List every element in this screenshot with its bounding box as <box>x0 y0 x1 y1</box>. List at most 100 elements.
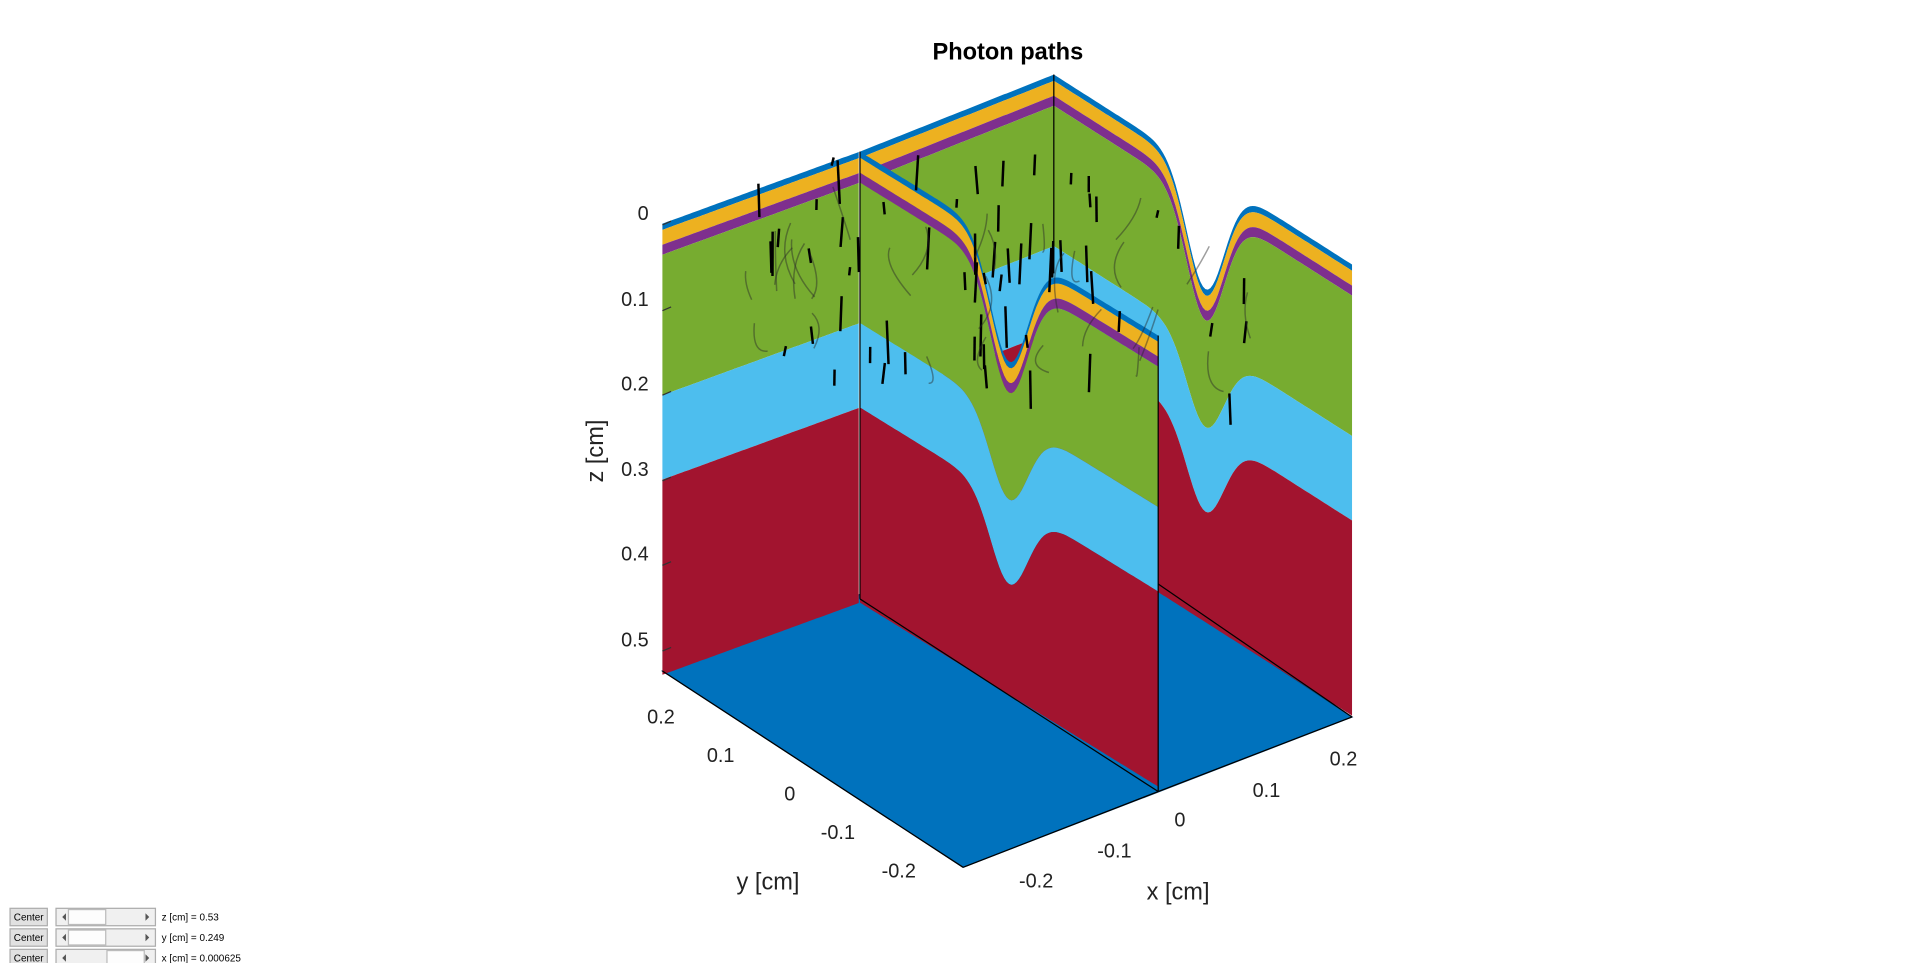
slice-label: x [cm] = 0.000625 <box>162 953 242 963</box>
photon-path <box>1087 353 1092 393</box>
photon-path <box>983 365 989 389</box>
x-tick-label: 0 <box>1174 810 1185 832</box>
photon-path <box>925 356 934 384</box>
tissue-layer <box>662 323 859 480</box>
photon-path <box>1155 209 1160 219</box>
tissue-layer <box>859 80 1054 173</box>
photon-path <box>830 157 835 167</box>
z-axis-label: z [cm] <box>583 420 609 483</box>
photon-path <box>882 201 886 215</box>
photon-path <box>911 226 929 276</box>
photon-path <box>925 227 931 270</box>
photon-path <box>978 275 993 330</box>
photon-path <box>832 186 851 240</box>
photon-path <box>979 314 983 357</box>
tissue-layer <box>1053 80 1353 311</box>
tissue-layer <box>662 173 859 255</box>
x-axis-label: x [cm] <box>1147 880 1210 906</box>
y-tick-label: -0.1 <box>821 822 855 844</box>
tissue-layer <box>859 182 1159 508</box>
y-tick-label: 0.2 <box>647 706 675 728</box>
photon-path <box>1053 252 1065 313</box>
photon-path <box>1042 223 1046 253</box>
photon-path <box>757 183 761 218</box>
z-tick <box>662 561 672 566</box>
photon-path <box>963 272 967 291</box>
center-button[interactable] <box>9 928 48 947</box>
slider-thumb[interactable] <box>67 908 107 926</box>
y-tick-label: 0 <box>784 784 795 806</box>
photon-path <box>847 266 852 276</box>
photon-path <box>1032 154 1037 176</box>
tissue-layer <box>859 157 1159 384</box>
photon-path <box>1088 193 1092 208</box>
photon-path <box>1132 306 1154 350</box>
photon-path <box>1228 393 1232 425</box>
x-tick-label: 0.1 <box>1253 780 1281 802</box>
photon-path <box>1115 197 1142 241</box>
photon-path <box>782 345 788 357</box>
z-tick <box>662 646 672 652</box>
photon-path <box>955 198 959 208</box>
photon-path <box>881 362 887 385</box>
photon-path <box>774 231 778 292</box>
left-yz-slice <box>662 151 859 675</box>
z-tick <box>662 390 672 396</box>
tissue-layer <box>662 407 859 675</box>
photon-path <box>1242 321 1248 344</box>
photon-path <box>1059 240 1063 273</box>
volume-plot <box>661 74 1354 869</box>
center-button-label[interactable]: Center <box>14 933 45 944</box>
photon-path <box>1028 370 1033 409</box>
x-tick-label: -0.2 <box>1019 870 1053 892</box>
center-button-label[interactable]: Center <box>14 912 45 923</box>
z-tick <box>662 220 672 226</box>
slice-controls: Center z [cm] = 0.53 Center y [cm] = 0.249 C… <box>9 907 242 963</box>
figure-title: Photon paths <box>932 40 1083 66</box>
slider-thumb[interactable] <box>67 929 107 946</box>
photon-path <box>856 237 861 273</box>
photon-path <box>836 160 842 204</box>
slider-thumb[interactable] <box>106 949 145 963</box>
photon-path <box>1186 245 1210 285</box>
photon-path <box>974 165 980 195</box>
y-axis-label: y [cm] <box>737 870 800 896</box>
photon-path <box>1208 322 1214 337</box>
photon-path <box>1034 344 1050 374</box>
edge <box>1157 716 1353 793</box>
z-tick-label: 0.2 <box>621 373 649 395</box>
center-button[interactable] <box>9 948 48 963</box>
photon-path <box>976 336 987 371</box>
z-tick-label: 0.5 <box>621 629 649 651</box>
tissue-layer <box>859 172 1159 394</box>
photon-path <box>807 248 813 264</box>
x-tick-label: -0.1 <box>1097 841 1131 863</box>
edge <box>1157 583 1353 718</box>
center-button-label[interactable]: Center <box>14 953 45 963</box>
z-tick <box>662 306 672 312</box>
photon-path <box>998 274 1003 292</box>
photon-path <box>973 213 988 259</box>
photon-path <box>1024 334 1029 348</box>
photon-path <box>811 312 820 349</box>
photon-path <box>914 155 920 191</box>
photon-path <box>744 271 753 301</box>
edge <box>662 670 964 868</box>
edge <box>859 598 1159 793</box>
tissue-layer <box>1053 246 1353 521</box>
photon-path <box>1207 351 1224 393</box>
x-tick-label: 0.2 <box>1330 749 1358 771</box>
photon-path <box>753 323 768 352</box>
photon-path <box>887 247 912 297</box>
photon-path <box>1135 347 1140 377</box>
photon-path <box>991 241 997 278</box>
photon-path <box>1006 248 1011 283</box>
center-button[interactable] <box>9 907 48 927</box>
photon-path <box>1004 306 1009 348</box>
edge <box>962 790 1159 868</box>
photon-path <box>1089 271 1095 304</box>
photon-path <box>987 229 997 272</box>
photon-path <box>1050 240 1055 278</box>
